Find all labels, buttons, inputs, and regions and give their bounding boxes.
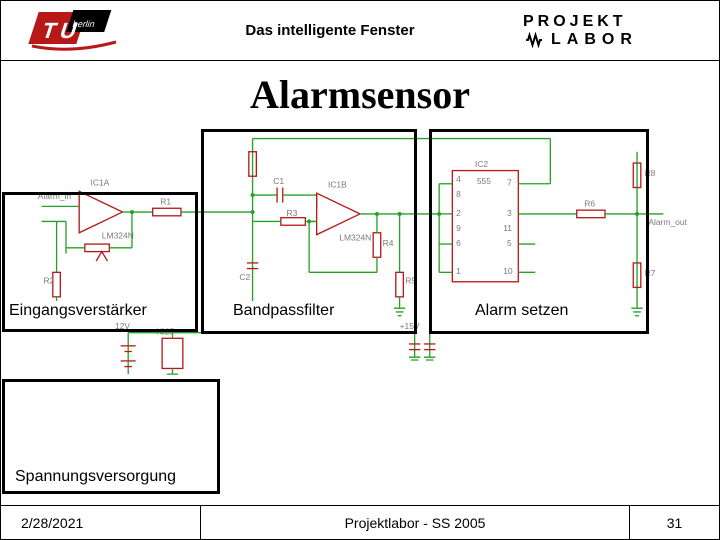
- footer-date: 2/28/2021: [1, 506, 201, 539]
- logo-line2-text: LABOR: [551, 31, 638, 48]
- tu-berlin-logo: T U berlin: [1, 1, 141, 61]
- label-input-amp: Eingangsverstärker: [5, 301, 151, 321]
- slide: T U berlin Das intelligente Fenster PROJ…: [0, 0, 720, 540]
- logo-line1: PROJEKT: [523, 13, 627, 31]
- label-power: Spannungsversorgung: [11, 467, 180, 487]
- tu-logo-svg: T U berlin: [16, 8, 126, 54]
- footer-page-number: 31: [629, 506, 719, 539]
- svg-text:berlin: berlin: [71, 19, 96, 29]
- label-bandpass: Bandpassfilter: [229, 301, 338, 321]
- lbl-ic1a: IC1A: [91, 178, 110, 188]
- slide-footer: 2/28/2021 Projektlabor - SS 2005 31: [1, 505, 719, 539]
- lbl-alarm-out: Alarm_out: [648, 217, 687, 227]
- header-title: Das intelligente Fenster: [141, 22, 519, 39]
- slide-body: Alarmsensor: [1, 61, 719, 505]
- footer-mid: Projektlabor - SS 2005: [201, 515, 629, 531]
- logo-line2: LABOR: [523, 31, 638, 49]
- slide-header: T U berlin Das intelligente Fenster PROJ…: [1, 1, 719, 61]
- projekt-labor-logo: PROJEKT LABOR: [519, 1, 719, 61]
- main-title: Alarmsensor: [1, 71, 719, 118]
- resistor-icon: [525, 32, 543, 48]
- label-alarm-set: Alarm setzen: [471, 301, 572, 321]
